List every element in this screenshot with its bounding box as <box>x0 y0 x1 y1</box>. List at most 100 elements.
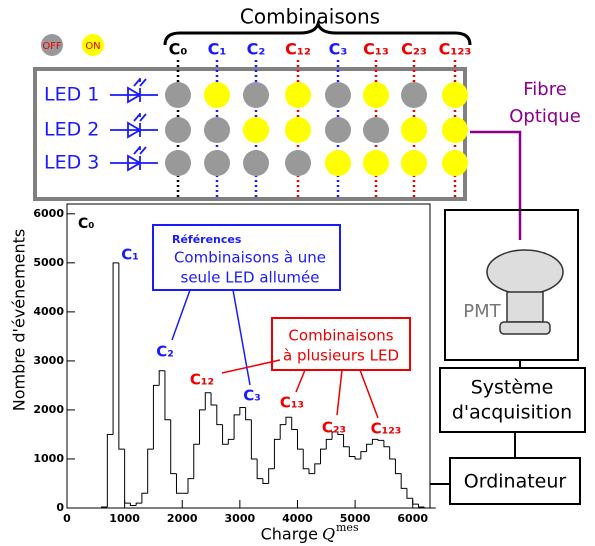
histogram-bin <box>158 370 165 386</box>
pmt-label: PMT <box>463 301 501 322</box>
led-state <box>401 117 427 143</box>
y-axis-title: Nombre d'événements <box>10 229 29 412</box>
histogram-bin <box>164 370 171 421</box>
acquisition-box <box>439 367 586 433</box>
led-label: LED 1 <box>44 84 99 106</box>
histogram-bin <box>129 503 137 507</box>
led-state <box>204 150 230 176</box>
on-label: ON <box>85 41 100 52</box>
histogram-bin <box>152 384 160 450</box>
histogram-bin <box>337 432 344 435</box>
x-axis-symbol: Q <box>322 525 335 544</box>
histogram-bin <box>371 438 379 445</box>
fibre <box>470 130 522 240</box>
led-state <box>165 117 191 143</box>
pmt-base <box>499 321 551 335</box>
led-state <box>401 150 427 176</box>
peak-label: C₂₃ <box>322 419 346 437</box>
led-state <box>401 82 427 108</box>
led-state <box>285 150 311 176</box>
histogram-bin <box>302 449 309 470</box>
histogram-bin <box>199 409 206 445</box>
peak-label: C₁₃ <box>280 394 304 412</box>
off-swatch <box>41 34 63 56</box>
led-state <box>204 117 230 143</box>
histogram-bin <box>233 414 240 440</box>
histogram-bin <box>210 392 217 406</box>
y-tick-label: 2000 <box>33 403 64 416</box>
led-state <box>165 82 191 108</box>
histogram-bin <box>106 433 114 508</box>
on-swatch <box>82 34 104 56</box>
y-tick-label: 6000 <box>33 207 64 220</box>
x-tick-label: 3000 <box>225 512 256 525</box>
led-state <box>363 82 389 108</box>
led-symbol <box>110 146 158 172</box>
computer-label: Ordinateur <box>464 471 567 493</box>
histogram-bin <box>354 456 361 460</box>
led-state <box>442 82 468 108</box>
acquisition-label: d'acquisition <box>452 402 572 424</box>
led-state <box>325 82 351 108</box>
peak-label: C₂ <box>156 343 174 361</box>
led-state <box>204 82 230 108</box>
combination-label: C₃ <box>329 40 348 59</box>
led-state <box>325 117 351 143</box>
histogram-bin <box>239 406 246 415</box>
histogram-bin <box>308 468 315 475</box>
y-tick-label: 1000 <box>33 452 64 465</box>
led-state <box>165 150 191 176</box>
references-text: seule LED allumée <box>181 269 320 287</box>
y-tick-label: 4000 <box>33 305 64 318</box>
brace <box>163 19 472 46</box>
histogram-bin <box>193 443 200 479</box>
acquisition-label: Système <box>471 377 554 399</box>
histogram-bin <box>141 492 148 504</box>
histogram-bin <box>170 419 177 475</box>
histogram-bin <box>285 416 292 425</box>
histogram-bin <box>389 446 396 460</box>
histogram-bin <box>348 446 356 458</box>
histogram-bin <box>383 440 390 448</box>
histogram-bin <box>135 502 142 506</box>
histogram-bin <box>101 506 108 508</box>
histogram-bin <box>187 478 194 494</box>
histogram-bin <box>412 498 419 505</box>
peak-label: C₁₂₃ <box>371 420 402 438</box>
combination-label: C₀ <box>169 40 188 59</box>
x-axis-title: Charge <box>261 525 318 544</box>
histogram-bin <box>112 262 119 435</box>
y-tick-label: 0 <box>56 501 64 514</box>
title: Combinaisons <box>240 5 380 29</box>
led-state <box>363 150 389 176</box>
led-state <box>442 117 468 143</box>
histogram-bin <box>320 448 327 464</box>
pmt-box <box>444 209 579 361</box>
combination-label: C₂₃ <box>401 40 427 59</box>
led-state <box>243 150 269 176</box>
histogram-bin <box>360 451 367 459</box>
led-state <box>285 82 311 108</box>
led-symbol <box>110 113 158 139</box>
histogram-bin <box>296 429 304 450</box>
histogram-bin <box>423 507 430 509</box>
histogram-bin <box>343 434 350 448</box>
combination-label: C₁₂ <box>285 40 311 59</box>
y-tick-label: 5000 <box>33 256 64 269</box>
histogram-bin <box>124 449 131 504</box>
x-tick-label: 0 <box>63 512 71 525</box>
x-tick-label: 5000 <box>340 512 371 525</box>
led-state <box>363 117 389 143</box>
combination-label: C₁ <box>208 40 227 59</box>
pmt-neck <box>506 291 544 323</box>
peak-label: C₁₂ <box>190 371 214 389</box>
histogram-bin <box>262 478 269 484</box>
histogram-bin <box>400 473 407 489</box>
led-label: LED 3 <box>44 152 99 174</box>
led-symbol <box>110 78 158 104</box>
led-state <box>442 150 468 176</box>
y-tick-label: 3000 <box>33 354 64 367</box>
histogram-bin <box>204 392 212 410</box>
references-title: Références <box>172 233 242 246</box>
